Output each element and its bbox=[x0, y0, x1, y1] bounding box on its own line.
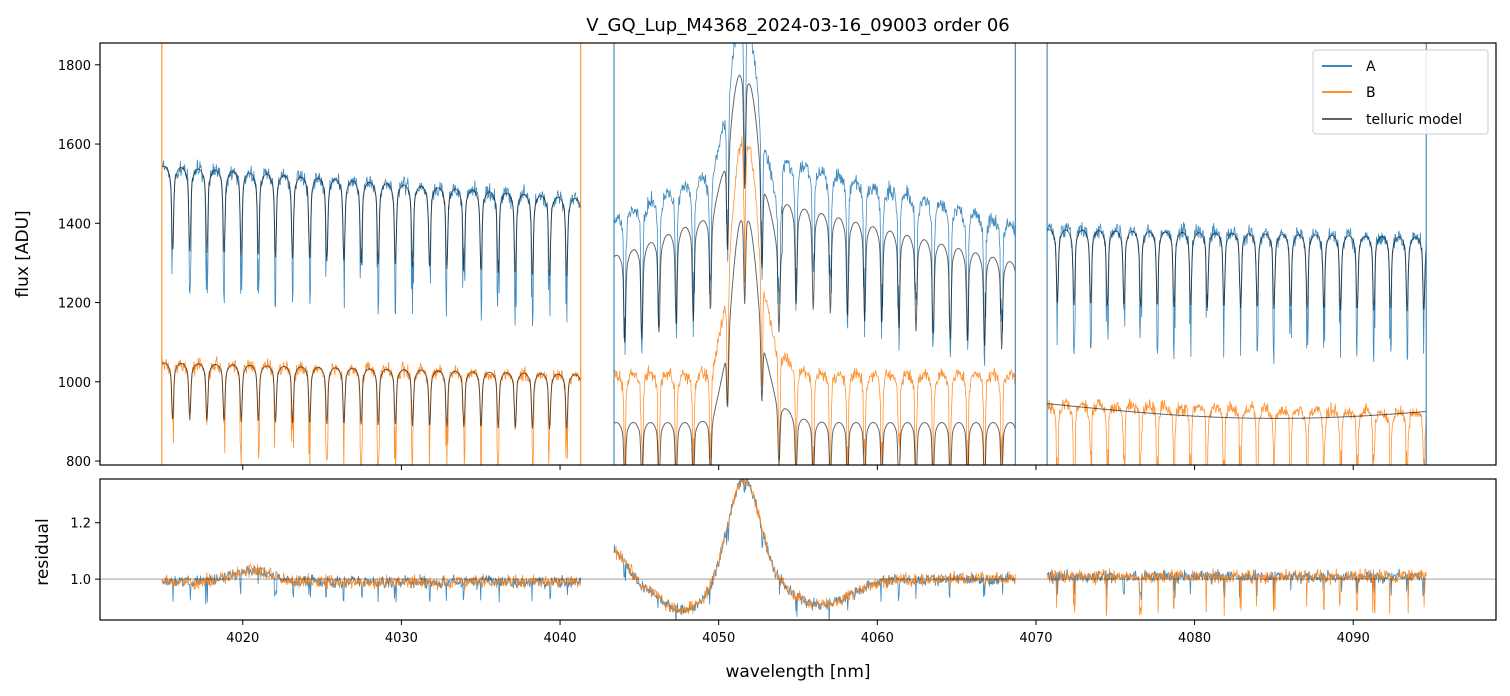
top-y-tick-label: 1600 bbox=[58, 138, 91, 153]
bottom-x-tick-label: 4070 bbox=[1019, 631, 1052, 646]
top-y-tick-label: 1400 bbox=[58, 217, 91, 232]
telluric-model-a-segment-2 bbox=[613, 74, 1016, 350]
bottom-y-axis-label: residual bbox=[33, 518, 53, 585]
legend-label-a: A bbox=[1366, 59, 1376, 75]
x-axis-label: wavelength [nm] bbox=[725, 662, 870, 682]
residual-a-segment-3 bbox=[1046, 568, 1427, 600]
legend-box bbox=[1312, 49, 1489, 135]
bottom-x-tick-label: 4030 bbox=[385, 631, 418, 646]
top-y-axis-label: flux [ADU] bbox=[13, 210, 33, 297]
bottom-x-tick-label: 4040 bbox=[543, 631, 576, 646]
telluric-model-b-segment-1 bbox=[161, 362, 582, 430]
telluric-model-a-segment-1 bbox=[161, 165, 582, 276]
series-a-segment-1 bbox=[161, 159, 582, 327]
bottom-series-group bbox=[100, 479, 1496, 620]
bottom-x-tick-label: 4060 bbox=[861, 631, 894, 646]
chart-title: V_GQ_Lup_M4368_2024-03-16_09003 order 06 bbox=[586, 15, 1010, 36]
bottom-axis-ticks: 1.0 1.2 4020 4030 4040 4050 4060 4070 4080 4090 bbox=[70, 517, 1369, 646]
legend: A B telluric model bbox=[1312, 49, 1489, 135]
bottom-axes-frame bbox=[99, 478, 1497, 621]
telluric-model-b-segment-3 bbox=[1047, 403, 1427, 419]
top-axis-ticks: 800 1000 1200 1400 1600 1800 bbox=[58, 59, 1354, 470]
top-y-tick-label: 800 bbox=[66, 455, 91, 470]
bottom-x-tick-label: 4020 bbox=[226, 631, 259, 646]
telluric-model-a-segment-3 bbox=[1046, 228, 1427, 312]
series-b-segment-3 bbox=[1046, 398, 1427, 465]
top-axes-frame bbox=[99, 42, 1497, 466]
top-y-tick-label: 1000 bbox=[58, 376, 91, 391]
top-y-tick-label: 1800 bbox=[58, 59, 91, 74]
series-a-segment-2 bbox=[613, 43, 1016, 366]
bottom-x-tick-label: 4050 bbox=[702, 631, 735, 646]
bottom-x-tick-label: 4090 bbox=[1337, 631, 1370, 646]
legend-label-telluric: telluric model bbox=[1366, 112, 1462, 128]
telluric-model-b-segment-2 bbox=[613, 220, 1016, 465]
series-b-segment-1 bbox=[161, 356, 582, 465]
bottom-y-tick-label: 1.2 bbox=[70, 517, 91, 532]
legend-label-b: B bbox=[1366, 85, 1376, 101]
top-y-tick-label: 1200 bbox=[58, 297, 91, 312]
bottom-x-tick-label: 4080 bbox=[1178, 631, 1211, 646]
top-series-group bbox=[161, 43, 1427, 465]
bottom-y-tick-label: 1.0 bbox=[70, 573, 91, 588]
series-b-segment-2 bbox=[613, 136, 1016, 465]
residual-b-segment-1 bbox=[161, 563, 582, 591]
